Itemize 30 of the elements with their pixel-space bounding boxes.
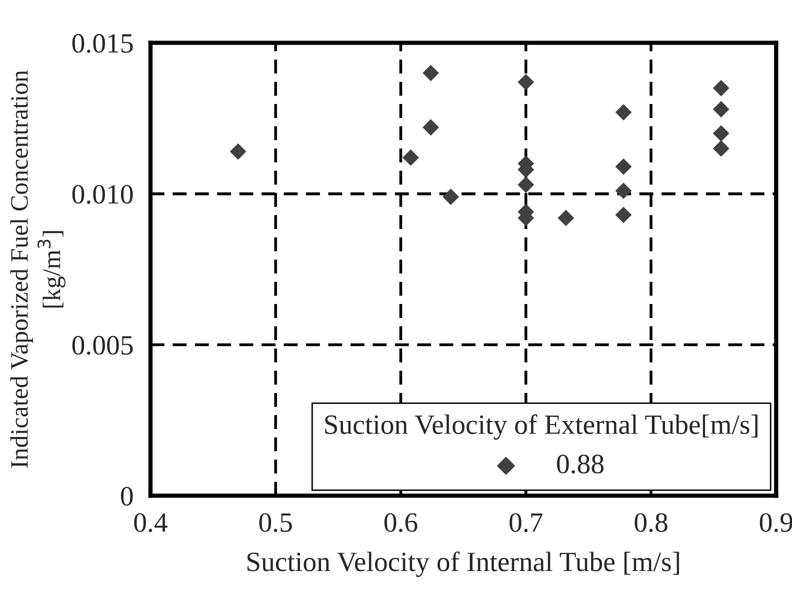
point — [442, 188, 460, 206]
x-tick-label: 0.7 — [510, 513, 542, 532]
y-tick-label: 0.005 — [72, 336, 133, 355]
legend-label: 0.88 — [557, 454, 604, 474]
point — [712, 101, 730, 118]
x-tick-label: 0.5 — [259, 513, 292, 532]
point — [402, 149, 419, 166]
point — [712, 125, 730, 142]
x-tick-label: 0.9 — [760, 513, 792, 532]
x-tick-label: 0.6 — [384, 513, 418, 532]
point — [712, 140, 730, 157]
point — [712, 80, 730, 96]
y-tick-label: 0.010 — [72, 184, 133, 204]
x-tick-label: 0.8 — [634, 513, 668, 532]
point — [518, 176, 534, 193]
x-tick-label: 0.4 — [134, 513, 168, 532]
y-tick-label: 0.015 — [72, 34, 133, 53]
point — [615, 206, 632, 224]
legend-title: Suction Velocity of External Tube[m/s] — [325, 414, 758, 440]
point — [518, 74, 534, 90]
y-tick-label: 0 — [120, 486, 133, 506]
point — [422, 119, 439, 136]
point — [558, 210, 574, 226]
point — [230, 143, 246, 160]
x-axis-title: Suction Velocity of Internal Tube [m/s] — [247, 551, 679, 578]
point — [422, 64, 439, 82]
point — [615, 158, 632, 175]
point — [615, 182, 632, 199]
point — [615, 104, 632, 120]
y-axis-title: Indicated Vaporized Fuel Concentration [kg/m$^{3}$] — [10, 70, 66, 468]
